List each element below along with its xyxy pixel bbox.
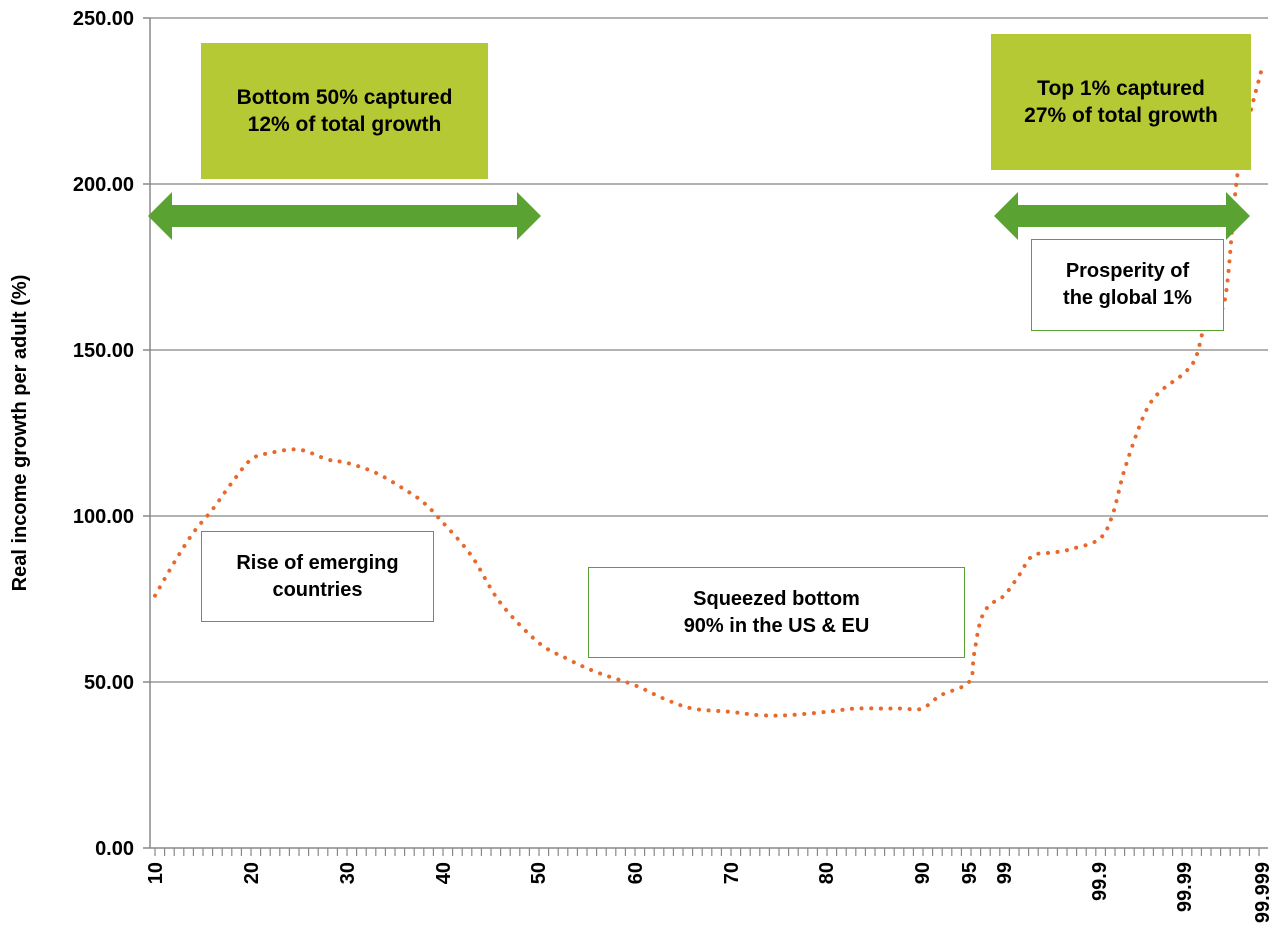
top1-annotation: Top 1% captured 27% of total growth [991, 34, 1251, 170]
left-double-arrow [148, 192, 541, 240]
gridlines [143, 17, 1268, 849]
x-tick-label: 99.99 [1174, 862, 1196, 912]
x-tick-label: 50 [528, 862, 550, 884]
axes [149, 18, 1268, 849]
x-tick-label: 99.9 [1089, 862, 1111, 901]
x-tick-label: 30 [337, 862, 359, 884]
x-tick-label: 60 [625, 862, 647, 884]
y-axis-label: Real income growth per adult (%) [9, 275, 31, 592]
right-double-arrow [994, 192, 1250, 240]
emerging-annotation: Rise of emerging countries [201, 531, 434, 622]
y-tick-label: 200.00 [73, 174, 134, 196]
x-minor-ticks [154, 848, 1260, 856]
y-tick-label: 0.00 [95, 838, 134, 860]
x-tick-label: 70 [721, 862, 743, 884]
y-tick-label: 150.00 [73, 340, 134, 362]
y-tick-label: 250.00 [73, 8, 134, 30]
squeezed-annotation: Squeezed bottom 90% in the US & EU [588, 567, 965, 658]
prosperity-annotation: Prosperity of the global 1% [1031, 239, 1224, 331]
x-tick-label: 95 [959, 862, 981, 884]
x-tick-label: 20 [241, 862, 263, 884]
x-tick-label: 90 [912, 862, 934, 884]
x-tick-label: 99.999 [1252, 862, 1274, 923]
x-tick-label: 10 [145, 862, 167, 884]
x-tick-label: 40 [433, 862, 455, 884]
x-tick-label: 99 [994, 862, 1016, 884]
y-tick-labels: 0.00 50.00 100.00 150.00 200.00 250.00 [73, 8, 134, 860]
y-tick-label: 100.00 [73, 506, 134, 528]
x-tick-label: 80 [816, 862, 838, 884]
bottom50-annotation: Bottom 50% captured 12% of total growth [201, 43, 488, 179]
y-tick-label: 50.00 [84, 672, 134, 694]
x-tick-labels: 10 20 30 40 50 60 70 80 90 95 99 99.9 99.99 99.999 [145, 862, 1274, 923]
